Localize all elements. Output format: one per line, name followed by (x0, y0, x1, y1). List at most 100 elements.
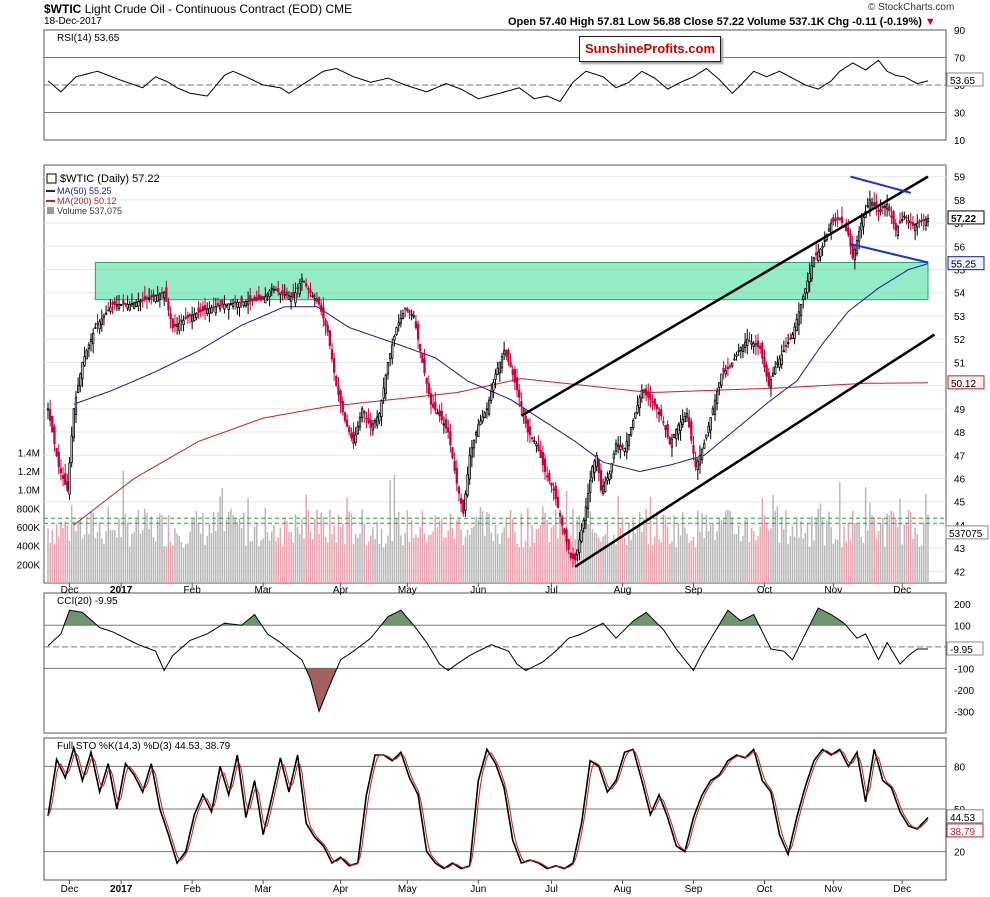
volume-bar (66, 525, 69, 583)
candle-body (589, 479, 592, 493)
candle-body (778, 358, 781, 368)
stoch-signal-line (47, 749, 929, 869)
x-tick-label: Nov (824, 585, 842, 596)
volume-bar (432, 531, 434, 583)
candle-body (147, 297, 151, 300)
candle-body (857, 231, 861, 242)
volume-bar (475, 516, 477, 583)
candle-body (158, 293, 162, 300)
volume-bar (154, 541, 157, 583)
volume-bar (449, 513, 452, 583)
volume-bar (150, 516, 153, 583)
volume-bar (748, 542, 751, 583)
volume-bar (884, 546, 886, 583)
price-tick-label: 58 (954, 196, 966, 207)
candle-body (285, 291, 288, 296)
candle-body (860, 222, 863, 231)
volume-bar (195, 511, 198, 583)
candle-body (132, 302, 136, 309)
candle-body (206, 308, 209, 314)
volume-bar (294, 514, 297, 583)
candle-body (378, 413, 381, 422)
candle-body (743, 341, 747, 348)
volume-bar (451, 528, 454, 583)
candle-body (806, 280, 809, 294)
volume-bar (397, 511, 400, 583)
candle-body (107, 309, 110, 312)
volume-bar (716, 531, 718, 583)
candle-body (567, 539, 570, 550)
price-tick-label: 46 (954, 475, 966, 486)
candle-body (79, 373, 82, 387)
volume-bar (849, 540, 852, 583)
candle-body (363, 410, 366, 414)
volume-bar (191, 517, 193, 583)
candle-body (769, 379, 773, 388)
volume-bar (509, 510, 512, 583)
candle-body (451, 447, 454, 458)
candle-body (178, 322, 181, 331)
candle-body (416, 323, 420, 340)
volume-bar (542, 506, 544, 583)
volume-bar (354, 534, 357, 583)
candle-body (253, 296, 256, 302)
volume-bar (785, 510, 787, 583)
candle-body (599, 469, 603, 491)
volume-bar (763, 515, 766, 583)
volume-bar (471, 528, 473, 583)
volume-bar (129, 546, 131, 583)
volume-bar (460, 529, 462, 583)
candle-body (55, 447, 58, 456)
volume-bar (346, 497, 348, 583)
candle-body (462, 499, 465, 514)
candle-body (640, 389, 643, 399)
candle-body (804, 288, 807, 294)
volume-bar (92, 512, 94, 583)
volume-bar (124, 513, 127, 583)
candle-body (539, 449, 542, 459)
volume-bar (126, 522, 129, 583)
candle-body (782, 350, 785, 353)
candle-body (537, 444, 540, 452)
high-label: High (569, 16, 595, 28)
candle-body (614, 443, 618, 452)
volume-bar (697, 510, 699, 583)
candle-body (333, 358, 336, 373)
candle-body (313, 298, 316, 301)
volume-bar (774, 511, 776, 583)
candle-body (685, 413, 689, 418)
volume-bar (342, 523, 344, 583)
volume-bar (187, 543, 189, 583)
candle-body (765, 364, 768, 377)
wedge-line (850, 175, 912, 194)
candle-body (700, 449, 704, 460)
volume-bar (159, 513, 161, 583)
candle-body (834, 218, 837, 222)
watermark: © StockCharts.com (868, 2, 955, 13)
candle-body (780, 354, 783, 365)
volume-bar (60, 521, 62, 583)
candle-body (126, 303, 129, 309)
volume-bar (623, 537, 626, 583)
volume-bar (914, 527, 916, 583)
volume-bar (137, 510, 140, 583)
candle-body (515, 377, 519, 391)
volume-bar (221, 488, 224, 583)
cci-tick-label: 100 (954, 621, 971, 632)
candle-body (184, 316, 187, 320)
candle-body (642, 389, 646, 393)
candle-body (830, 222, 833, 234)
candle-body (754, 342, 758, 346)
volume-bar (675, 547, 678, 583)
volume-bar (709, 524, 712, 583)
candle-body (249, 295, 252, 302)
candle-body (210, 307, 213, 314)
stoch-title: Full STO %K(14,3) %D(3) 44.53, 38.79 (57, 741, 231, 752)
candle-body (128, 303, 131, 311)
cci-oversold-fill (48, 668, 928, 712)
candle-body (339, 390, 342, 404)
candle-body (541, 452, 545, 465)
candle-body (617, 444, 620, 447)
candle-body (294, 292, 297, 304)
volume-bar (826, 520, 828, 583)
